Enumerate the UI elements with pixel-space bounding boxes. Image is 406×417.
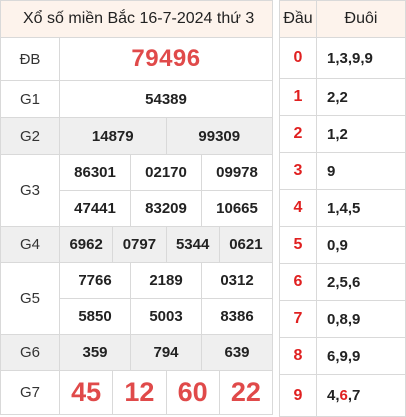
head-column-header: Đầu: [279, 0, 317, 38]
loto-tail: 2,5,6: [316, 263, 406, 301]
g3-number: 86301: [59, 154, 131, 191]
prize-label-g4: G4: [0, 226, 60, 263]
loto-tail: 1,2: [316, 115, 406, 153]
column-gap: [273, 0, 279, 411]
loto-tail-highlight: 6: [339, 387, 348, 404]
g7-number: 22: [218, 370, 274, 415]
prize-label-g7: G7: [0, 370, 60, 415]
loto-tail: 6,9,9: [316, 337, 406, 375]
loto-head: 7: [279, 300, 317, 338]
loto-tail: 1,4,5: [316, 189, 406, 227]
g3-number: 09978: [201, 154, 273, 191]
g3-number: 47441: [59, 190, 131, 227]
g7-number: 60: [165, 370, 220, 415]
g7-number: 45: [58, 370, 114, 415]
loto-head: 6: [279, 263, 317, 301]
g3-number: 10665: [201, 190, 273, 227]
g6-number: 359: [59, 334, 131, 371]
results-title: Xổ số miền Bắc 16-7-2024 thứ 3: [0, 0, 273, 38]
results-table: Xổ số miền Bắc 16-7-2024 thứ 3 ĐB 79496 …: [0, 0, 274, 415]
prize-label-g1: G1: [0, 80, 60, 118]
loto-head: 2: [279, 115, 317, 153]
g6-number: 794: [130, 334, 202, 371]
prize-label-g5: G5: [0, 262, 60, 335]
g3-number: 02170: [130, 154, 202, 191]
loto-tail: 9: [316, 152, 406, 190]
loto-head: 9: [279, 374, 317, 417]
g7-number: 12: [112, 370, 167, 415]
loto-head: 3: [279, 152, 317, 190]
g5-number: 0312: [201, 262, 273, 299]
loto-tail: 0,8,9: [316, 300, 406, 338]
g5-number: 5850: [59, 298, 131, 335]
prize-label-db: ĐB: [0, 37, 60, 81]
prize-label-g3: G3: [0, 154, 60, 227]
g2-number: 14879: [59, 117, 167, 155]
loto-head-tail-table: Đầu Đuôi 0 1,3,9,9 1 2,2 2 1,2 3 9 4 1,4…: [279, 0, 406, 417]
g3-number: 83209: [130, 190, 202, 227]
loto-tail: 2,2: [316, 78, 406, 116]
special-prize-number: 79496: [59, 37, 273, 81]
g4-number: 6962: [58, 226, 114, 263]
loto-head: 5: [279, 226, 317, 264]
loto-tail: 1,3,9,9: [316, 37, 406, 79]
prize-label-g2: G2: [0, 117, 60, 155]
loto-tail: 4,6,7: [316, 374, 406, 417]
loto-tail: 0,9: [316, 226, 406, 264]
loto-tail-part: ,7: [347, 387, 361, 404]
g5-number: 7766: [59, 262, 131, 299]
loto-tail-part: 4,: [327, 387, 340, 404]
g5-number: 8386: [201, 298, 273, 335]
g1-number: 54389: [59, 80, 273, 118]
g4-number: 5344: [165, 226, 220, 263]
g5-number: 5003: [130, 298, 202, 335]
loto-head: 4: [279, 189, 317, 227]
g5-number: 2189: [130, 262, 202, 299]
loto-head: 0: [279, 37, 317, 79]
loto-head: 1: [279, 78, 317, 116]
g4-number: 0621: [218, 226, 274, 263]
g2-number: 99309: [165, 117, 273, 155]
g6-number: 639: [201, 334, 273, 371]
prize-label-g6: G6: [0, 334, 60, 371]
g4-number: 0797: [112, 226, 167, 263]
loto-head: 8: [279, 337, 317, 375]
tail-column-header: Đuôi: [316, 0, 406, 38]
